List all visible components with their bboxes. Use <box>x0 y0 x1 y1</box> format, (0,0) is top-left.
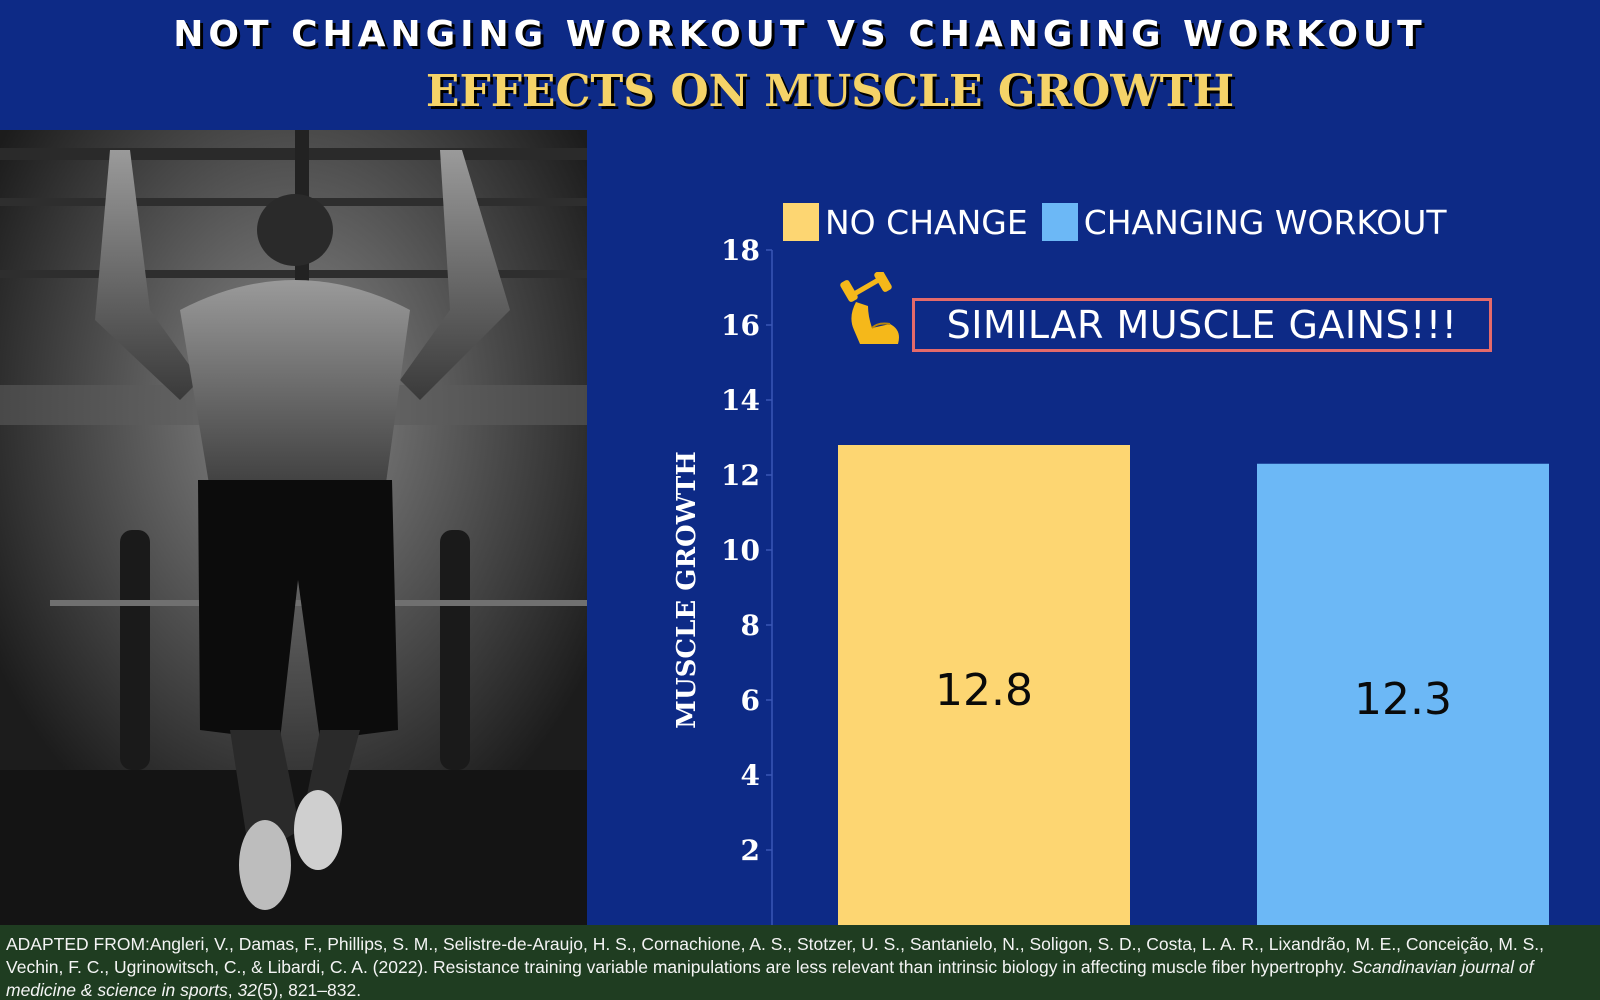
y-tick-label: 6 <box>741 684 760 717</box>
citation-issue: (5), 821–832. <box>256 980 362 1000</box>
legend-label-changing-workout: CHANGING WORKOUT <box>1083 202 1447 242</box>
bar-value-label: 12.3 <box>1354 674 1452 725</box>
chart-legend: NO CHANGE CHANGING WORKOUT <box>783 202 1461 242</box>
y-tick-label: 14 <box>721 384 760 417</box>
y-tick-label: 10 <box>721 534 760 567</box>
y-tick-label: 4 <box>741 759 760 792</box>
athlete-photo <box>0 130 587 925</box>
citation-journal: Scandinavian journal of medicine & scien… <box>6 957 1534 1000</box>
legend-swatch-changing-workout <box>1041 203 1078 241</box>
y-tick-label: 12 <box>721 459 760 492</box>
bar-value-label: 12.8 <box>935 665 1033 716</box>
legend-item-no-change: NO CHANGE <box>783 203 1028 242</box>
page-subtitle: EFFECTS ON MUSCLE GROWTH <box>425 66 1235 117</box>
citation-sep: , <box>227 980 238 1000</box>
bar-chart: 2 4 6 8 10 12 14 16 18 MUSCLE GROWTH 12.8 12.3 <box>587 130 1600 925</box>
y-axis-title: MUSCLE GROWTH <box>672 451 702 729</box>
y-tick-label: 18 <box>721 234 760 267</box>
legend-swatch-no-change <box>783 203 819 241</box>
callout-box: SIMILAR MUSCLE GAINS!!! <box>912 298 1492 352</box>
y-tick-label: 8 <box>741 609 760 642</box>
citation: ADAPTED FROM:Angleri, V., Damas, F., Phi… <box>0 925 1600 1000</box>
bar-changing-workout <box>1257 463 1549 925</box>
citation-text: ADAPTED FROM:Angleri, V., Damas, F., Phi… <box>6 934 1545 977</box>
page-title: NOT CHANGING WORKOUT VS CHANGING WORKOUT <box>173 14 1427 55</box>
legend-item-changing-workout: CHANGING WORKOUT <box>1041 202 1447 242</box>
y-tick-label: 2 <box>741 834 760 867</box>
flexed-arm-dumbbell-icon <box>838 270 908 352</box>
y-tick-label: 16 <box>721 309 760 342</box>
citation-volume: 32 <box>237 980 257 1000</box>
chart-svg: 2 4 6 8 10 12 14 16 18 MUSCLE GROWTH 12.8 12.3 <box>672 234 1549 925</box>
legend-label-no-change: NO CHANGE <box>825 202 1028 242</box>
pullup-athlete-illustration <box>0 130 587 925</box>
bar-no-change <box>838 445 1130 925</box>
